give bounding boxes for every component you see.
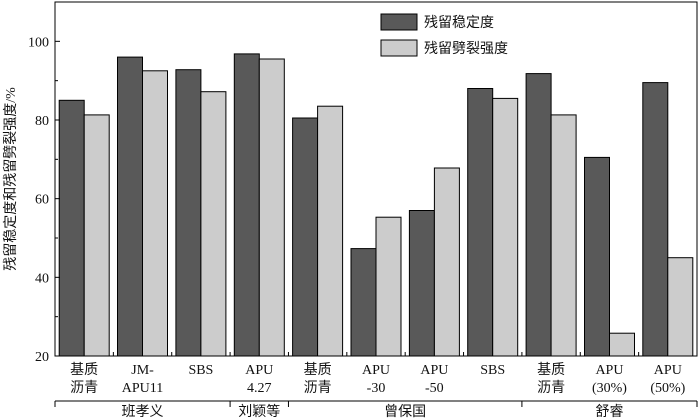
bar-s2-5 (317, 105, 344, 357)
bar-s1-11 (642, 82, 669, 357)
group-label-2: 刘颖等 (238, 403, 280, 420)
bar-s1-5 (292, 117, 319, 357)
legend-label-2: 残留劈裂强度 (424, 40, 508, 57)
bar-s1-1 (58, 99, 85, 357)
bar-s2-11 (667, 257, 694, 357)
group-label-3: 曾保国 (384, 404, 426, 420)
bar-s1-8 (467, 88, 494, 357)
y-tick-label-40: 40 (35, 271, 49, 286)
bar-s2-9 (550, 114, 577, 357)
bar-s2-6 (375, 216, 402, 357)
x-category-label-8: SBS (480, 363, 505, 378)
bar-s2-4 (258, 58, 285, 357)
x-category-label-5: 基质沥青 (304, 361, 332, 396)
plot-frame (54, 1, 698, 357)
y-axis: 20 40 60 80 100 (28, 35, 60, 365)
bar-s1-3 (175, 69, 202, 357)
bar-s1-9 (525, 73, 552, 357)
legend-swatch-2 (380, 39, 418, 57)
y-axis-title: 残留稳定度和残留劈裂强度/% (2, 87, 19, 271)
bar-s2-2 (142, 70, 168, 357)
x-category-label-6: APU -30 (362, 363, 390, 396)
y-tick-label-60: 60 (35, 193, 49, 208)
x-category-label-1: 基质沥青 (70, 361, 98, 396)
y-tick-label-100: 100 (28, 35, 49, 50)
group-label-1: 班孝义 (122, 404, 164, 420)
group-label-4: 舒睿 (595, 404, 623, 420)
y-tick-label-80: 80 (35, 114, 49, 129)
bar-s2-10 (609, 332, 635, 357)
bar-s2-1 (83, 114, 110, 357)
bar-s1-6 (350, 248, 377, 357)
x-axis: 基质沥青 JM-APU11 SBS APU 4.27 基质沥青 APU -30 APU -50 SB… (54, 352, 698, 396)
bar-s1-7 (408, 210, 435, 357)
x-category-label-7: APU -50 (420, 363, 448, 396)
bar-s2-7 (433, 167, 460, 357)
x-category-label-11: APU (50%) (650, 363, 685, 396)
bar-s2-3 (200, 91, 227, 357)
bars-layer (58, 53, 694, 357)
bar-s1-10 (584, 156, 610, 357)
bar-s2-8 (492, 97, 519, 357)
legend-label-1: 残留稳定度 (424, 15, 494, 31)
y-tick-label-20: 20 (35, 350, 49, 365)
x-category-label-3: SBS (188, 363, 213, 378)
bar-s1-4 (233, 53, 260, 357)
x-category-label-9: 基质沥青 (537, 361, 565, 396)
group-axis: 班孝义 刘颖等 曾保国 舒睿 (54, 400, 698, 420)
x-category-label-10: APU (30%) (592, 363, 627, 396)
x-category-label-2: JM-APU11 (122, 363, 164, 396)
bar-s1-2 (117, 56, 143, 357)
x-category-label-4: APU 4.27 (245, 363, 273, 396)
legend-swatch-1 (380, 13, 418, 31)
